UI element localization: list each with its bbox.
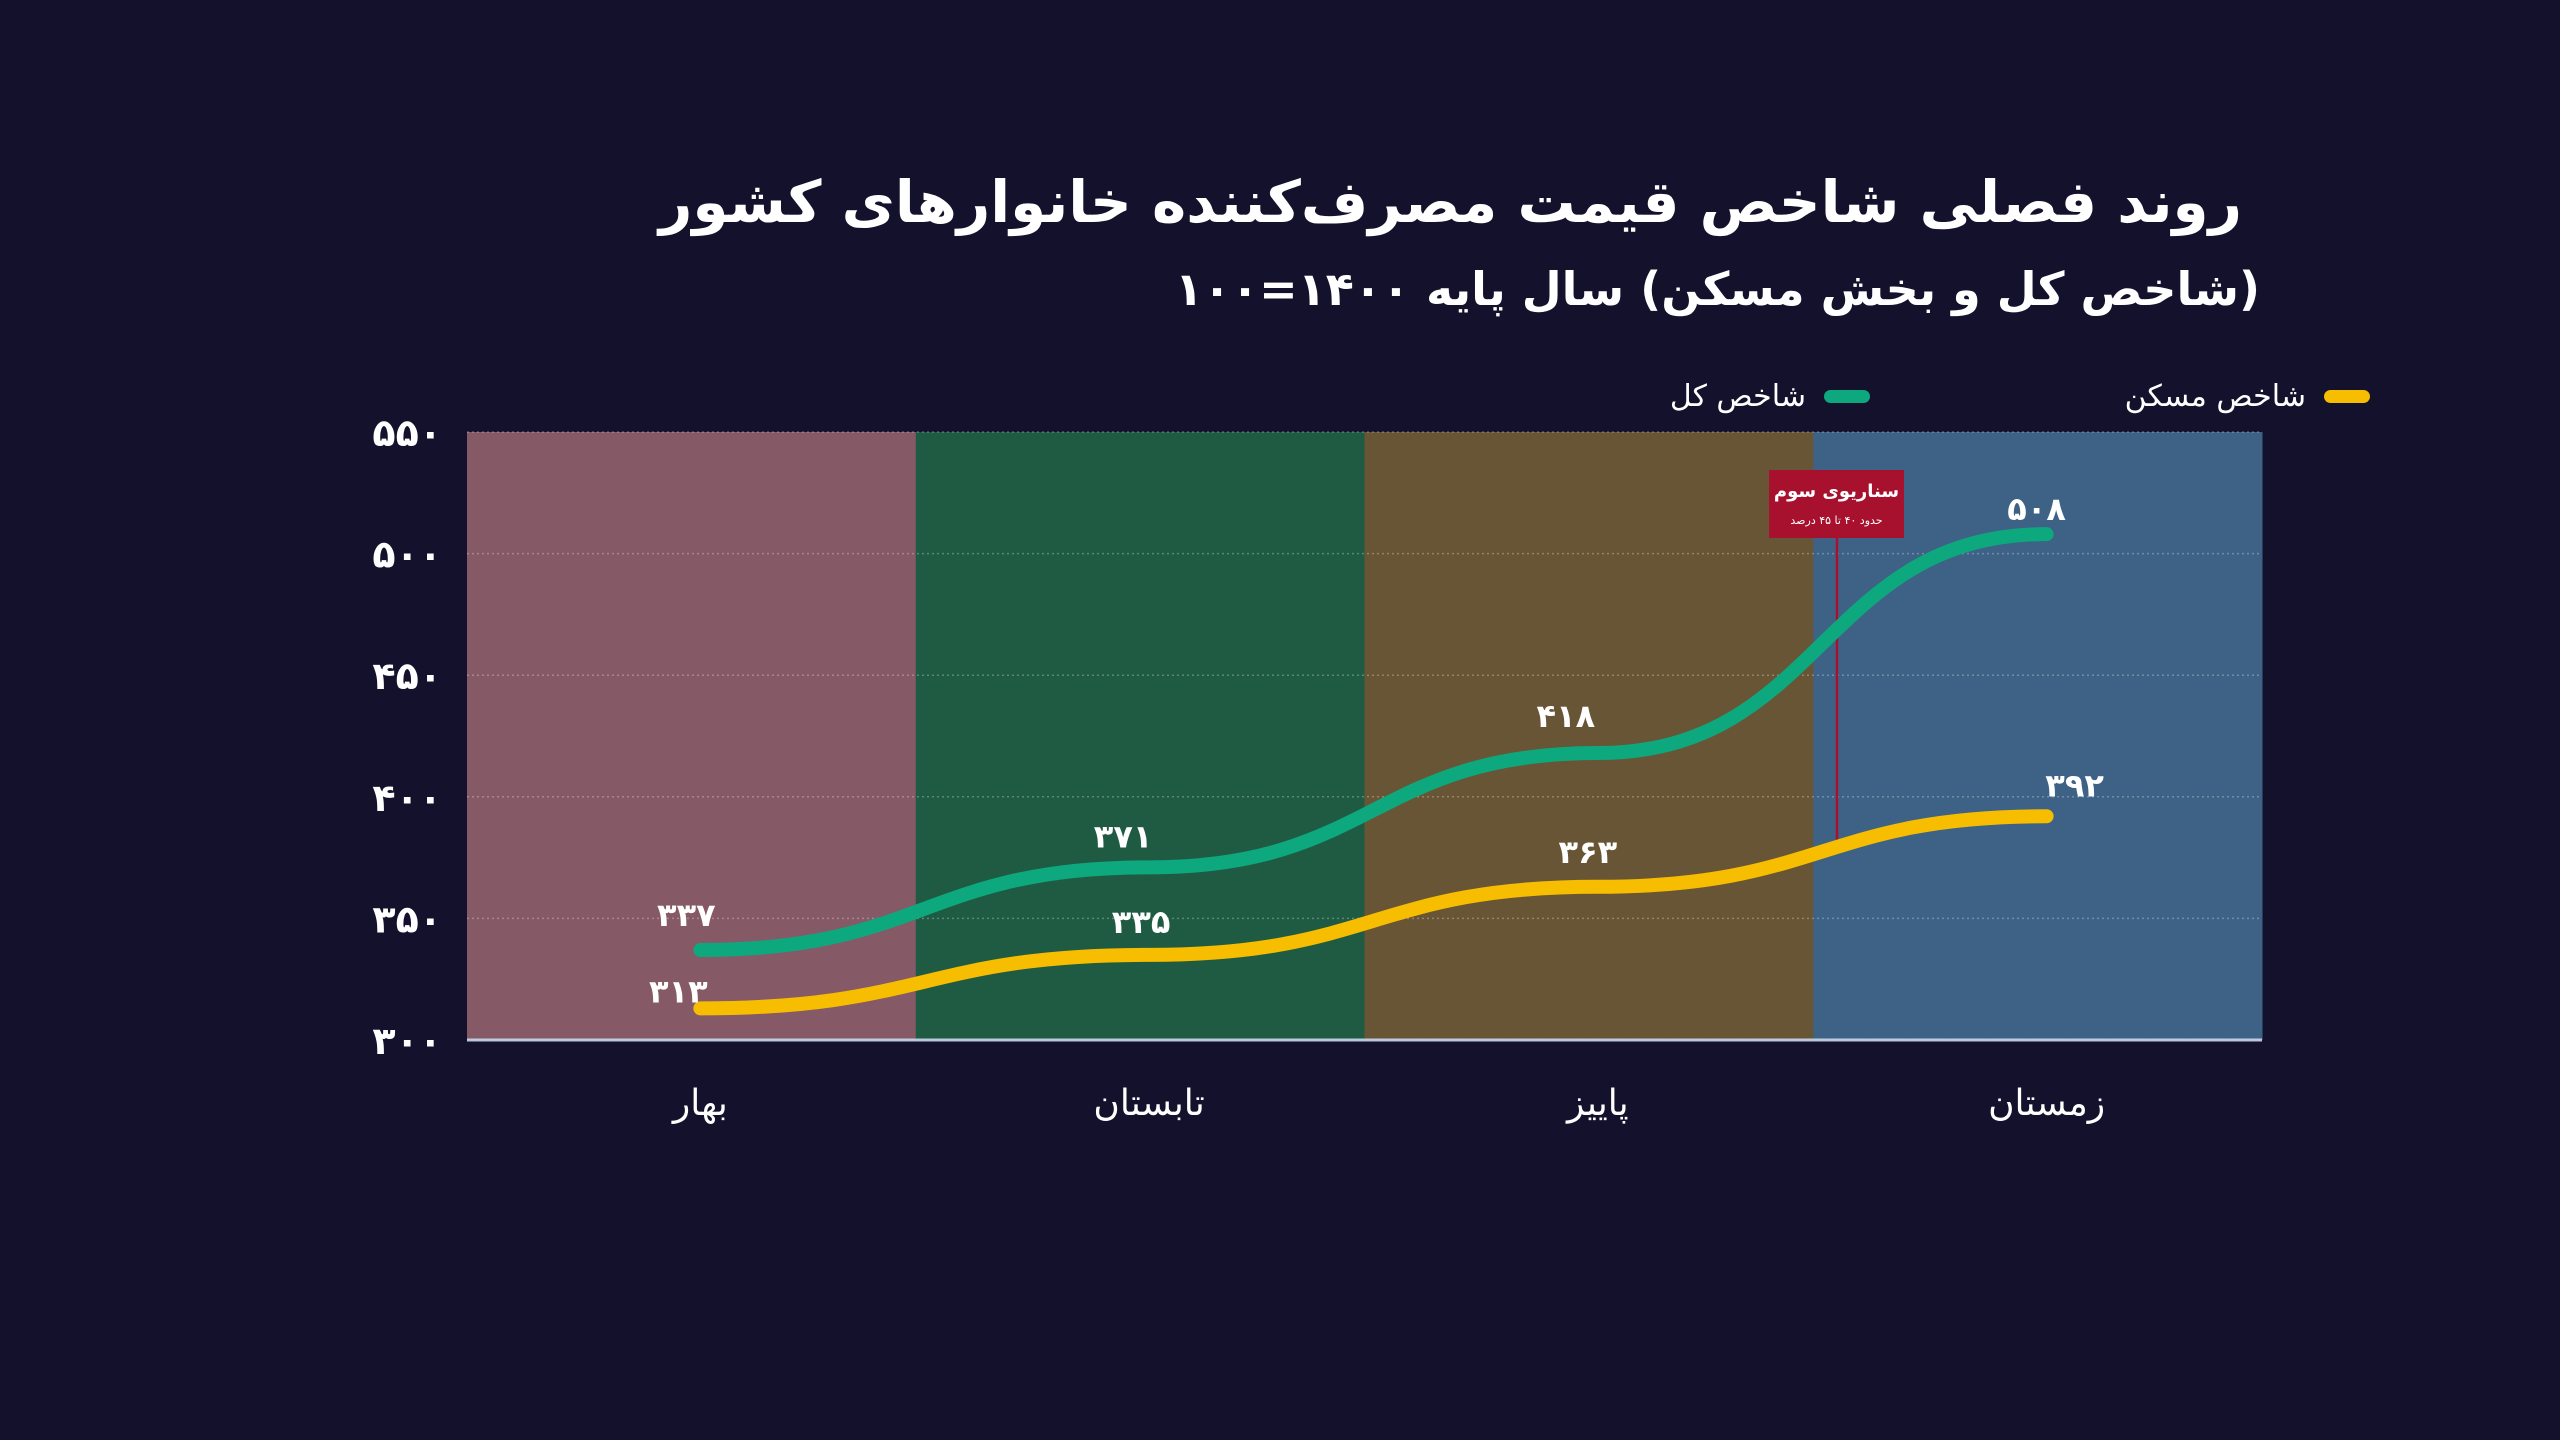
data-label: ۳۹۲ <box>2045 766 2104 804</box>
x-axis: بهار تابستان پاییز زمستان <box>671 1083 2105 1124</box>
data-label: ۵۰۸ <box>2007 490 2066 528</box>
data-label: ۳۷۱ <box>1094 817 1153 855</box>
chart-subtitle: (شاخص کل و بخش مسکن) سال پایه ۱۴۰۰=۱۰۰ <box>1174 262 2260 316</box>
y-tick-label: ۳۵۰ <box>372 897 442 941</box>
series-lines <box>693 527 2054 1016</box>
legend-housing-swatch <box>2324 389 2370 403</box>
series-line <box>693 809 2054 1016</box>
x-tick-label: زمستان <box>1988 1083 2105 1124</box>
annotation-title: سناریوی سوم <box>1774 481 1899 502</box>
data-label: ۳۳۷ <box>657 896 716 934</box>
data-labels: ۳۳۷ ۳۷۱ ۴۱۸ ۵۰۸ ۳۱۳ ۳۳۵ ۳۶۳ ۳۹۲ <box>649 490 2104 1010</box>
data-label: ۳۳۵ <box>1112 903 1171 941</box>
y-tick-label: ۵۵۰ <box>372 411 442 455</box>
x-tick-label: پاییز <box>1565 1083 1629 1124</box>
legend-housing-label: شاخص مسکن <box>2124 378 2306 414</box>
scenario-annotation: سناریوی سوم حدود ۴۰ تا ۴۵ درصد <box>1769 470 1904 850</box>
annotation-box <box>1769 470 1904 538</box>
y-tick-label: ۴۵۰ <box>372 654 442 698</box>
y-tick-label: ۴۰۰ <box>372 776 442 820</box>
chart-title: روند فصلی شاخص قیمت مصرف‌کننده خانوارهای… <box>658 168 2242 236</box>
legend-total-swatch <box>1824 389 1870 403</box>
x-tick-label: تابستان <box>1093 1083 1204 1124</box>
annotation-subtitle: حدود ۴۰ تا ۴۵ درصد <box>1790 514 1882 527</box>
data-label: ۳۶۳ <box>1559 833 1618 871</box>
season-band <box>1364 432 1814 1040</box>
legend-total-label: شاخص کل <box>1669 378 1806 414</box>
y-axis: ۳۰۰ ۳۵۰ ۴۰۰ ۴۵۰ ۵۰۰ ۵۵۰ <box>372 411 442 1063</box>
data-label: ۳۱۳ <box>649 972 708 1010</box>
data-label: ۴۱۸ <box>1537 697 1596 735</box>
y-tick-label: ۵۰۰ <box>372 533 442 577</box>
x-tick-label: بهار <box>671 1083 728 1124</box>
series-line <box>693 527 2054 958</box>
season-band <box>467 432 917 1040</box>
y-tick-label: ۳۰۰ <box>372 1019 442 1063</box>
legend-total: شاخص کل <box>1670 376 1870 416</box>
legend-housing: شاخص مسکن <box>2125 376 2370 416</box>
